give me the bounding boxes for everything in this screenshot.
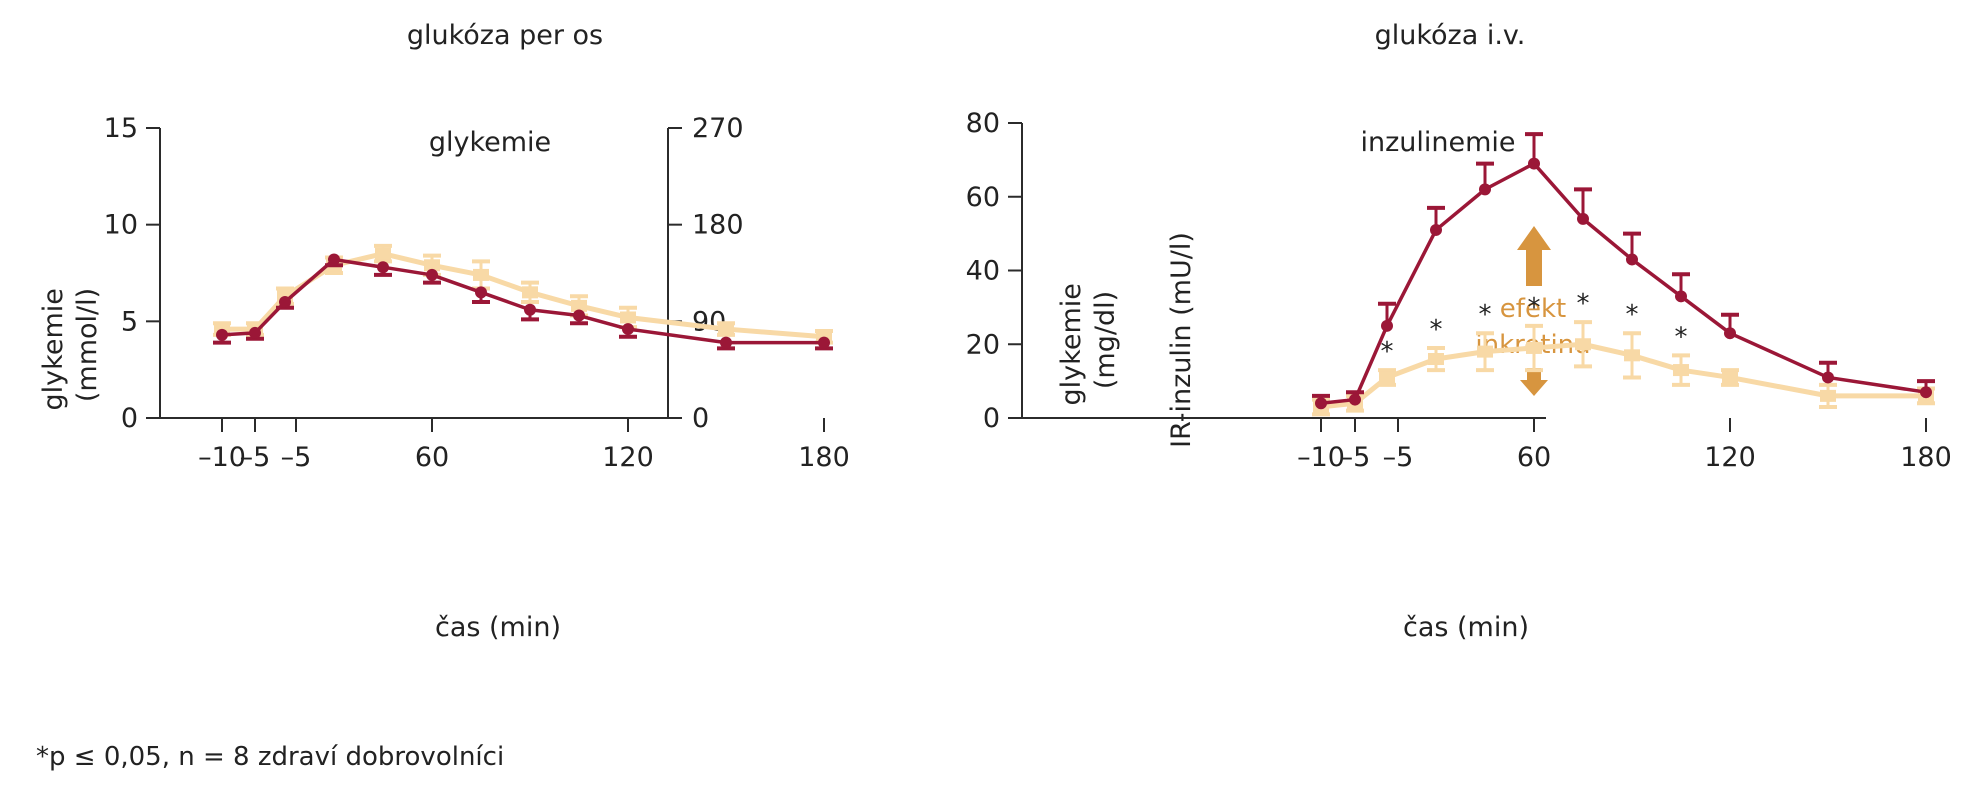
series-line <box>1320 161 1927 405</box>
left-chart-subtitle: glykemie <box>429 127 551 158</box>
figure: glukóza per os glukóza i.v. glykemie inz… <box>38 20 1952 643</box>
data-point <box>1822 371 1834 384</box>
data-point <box>473 268 489 281</box>
right-y-outer-title: glykemie (mg/dl) <box>1056 275 1121 406</box>
left-y-axis-title: glykemie (mmol/l) <box>38 280 103 411</box>
data-point <box>216 328 228 341</box>
data-point <box>1575 338 1591 351</box>
y-tick-label: 80 <box>966 108 1000 139</box>
data-point <box>1479 183 1491 196</box>
significance-marker: * <box>1626 300 1639 330</box>
data-point <box>1526 341 1542 354</box>
data-point <box>1428 353 1444 365</box>
data-point <box>426 268 438 281</box>
data-point <box>1673 364 1689 377</box>
y-tick-label: 0 <box>121 403 138 434</box>
right-panel-title: glukóza i.v. <box>1375 20 1526 51</box>
x-tick-label: 180 <box>798 442 850 473</box>
y-tick-label: 15 <box>104 113 138 144</box>
x-tick-label: 120 <box>602 442 654 473</box>
x-tick-label: –10 <box>198 442 246 473</box>
data-point <box>1675 290 1687 303</box>
data-point <box>718 323 734 336</box>
left-x-axis-title: čas (min) <box>435 612 561 643</box>
down-arrow-icon <box>1520 368 1548 396</box>
footnote: *p ≤ 0,05, n = 8 zdraví dobrovolníci <box>36 742 505 772</box>
data-point <box>522 286 538 299</box>
series-light <box>213 243 833 345</box>
x-tick-label: 120 <box>1704 442 1756 473</box>
significance-marker: * <box>1430 315 1443 345</box>
data-point <box>1379 371 1395 384</box>
series-line <box>221 257 824 345</box>
data-point <box>1315 397 1327 410</box>
y2-tick-label: 180 <box>692 210 744 241</box>
data-point <box>1722 371 1738 384</box>
data-point <box>1349 393 1361 406</box>
data-point <box>620 311 636 324</box>
right-y-outer-title-line2: (mg/dl) <box>1090 291 1121 389</box>
data-point <box>524 303 536 316</box>
significance-marker: * <box>1479 300 1492 330</box>
x-tick-label: 60 <box>415 442 449 473</box>
left-y-axis-title-line2: (mmol/l) <box>72 288 103 402</box>
data-point <box>1430 223 1442 236</box>
series-light <box>1312 320 1935 417</box>
annotation-line-1: efekt <box>1500 294 1566 324</box>
y2-tick-label: 270 <box>692 113 744 144</box>
data-point <box>279 296 291 308</box>
data-point <box>424 259 440 272</box>
data-point <box>573 309 585 322</box>
x-tick-label: –5 <box>281 442 312 473</box>
data-point <box>1381 319 1393 332</box>
data-point <box>1820 389 1836 402</box>
y-tick-label: 5 <box>121 306 138 337</box>
data-point <box>249 326 261 339</box>
y-tick-label: 40 <box>966 256 1000 287</box>
data-point <box>1624 349 1640 362</box>
data-point <box>377 261 389 274</box>
data-point <box>1626 253 1638 266</box>
data-point <box>818 336 830 349</box>
data-point <box>475 286 487 299</box>
data-point <box>720 336 732 349</box>
data-point <box>1920 386 1932 399</box>
y-tick-label: 0 <box>983 403 1000 434</box>
right-chart-subtitle: inzulinemie <box>1360 127 1515 158</box>
x-tick-label: –10 <box>1297 442 1345 473</box>
right-x-axis-title: čas (min) <box>1403 612 1529 643</box>
x-tick-label: 60 <box>1517 442 1551 473</box>
significance-marker: * <box>1381 337 1394 367</box>
y-tick-label: 20 <box>966 329 1000 360</box>
left-panel-title: glukóza per os <box>407 20 603 51</box>
right-y-axis-title: IR-inzulin (mU/l) <box>1166 232 1197 448</box>
data-point <box>1477 345 1493 358</box>
series-dark <box>213 253 833 351</box>
left-y-axis-title-line1: glykemie <box>38 288 69 410</box>
x-tick-label: –5 <box>1340 442 1371 473</box>
data-point <box>375 247 391 260</box>
y-tick-label: 60 <box>966 182 1000 213</box>
data-point <box>328 253 340 266</box>
data-point <box>622 323 634 336</box>
y-tick-label: 10 <box>104 210 138 241</box>
x-tick-label: –5 <box>1383 442 1414 473</box>
significance-marker: * <box>1675 322 1688 352</box>
x-tick-label: –5 <box>240 442 271 473</box>
significance-marker: * <box>1577 289 1590 319</box>
data-point <box>1528 157 1540 170</box>
significance-marker: * <box>1528 293 1541 323</box>
data-point <box>571 299 587 312</box>
series-dark <box>1312 132 1935 410</box>
data-point <box>1577 212 1589 225</box>
right-y-outer-title-line1: glykemie <box>1056 283 1087 405</box>
data-point <box>1724 327 1736 340</box>
y2-tick-label: 0 <box>692 403 709 434</box>
x-tick-label: 180 <box>1900 442 1952 473</box>
up-arrow-icon <box>1517 226 1551 286</box>
